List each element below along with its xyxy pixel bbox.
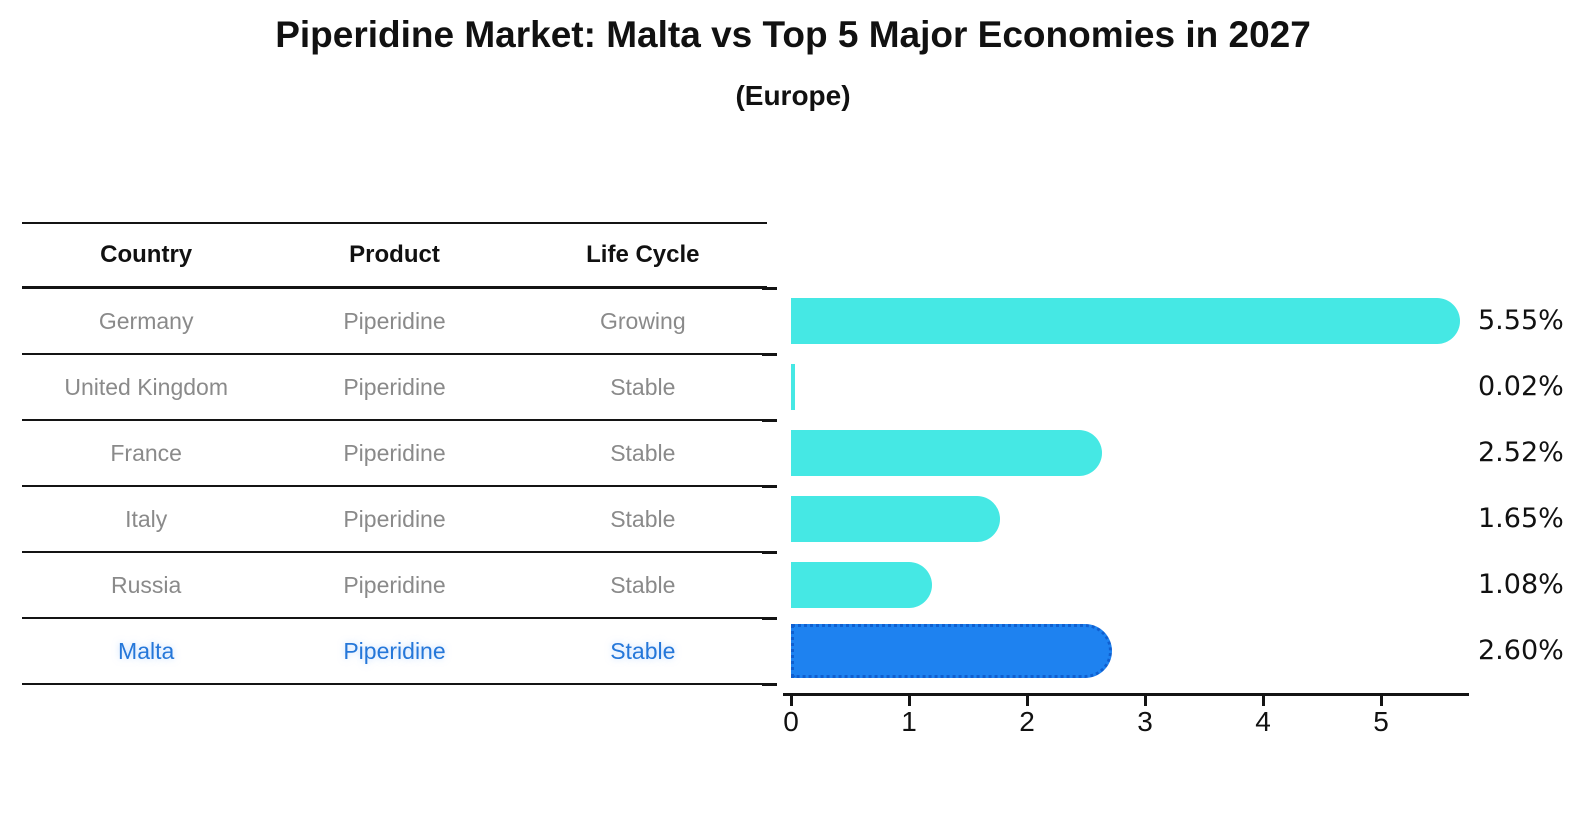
x-tick-2 <box>1026 696 1029 706</box>
table-row-italy: Italy Piperidine Stable <box>22 487 767 553</box>
table-row-russia: Russia Piperidine Stable <box>22 553 767 619</box>
x-tick-label-0: 0 <box>783 706 799 737</box>
x-tick-label-4: 4 <box>1255 706 1271 737</box>
cell-country: Russia <box>111 571 182 598</box>
x-tick-1 <box>908 696 911 706</box>
cell-product: Piperidine <box>343 571 446 598</box>
y-tick <box>762 353 777 356</box>
cell-life-cycle: Stable <box>610 439 676 466</box>
table-header-country: Country <box>100 241 193 268</box>
cell-country: United Kingdom <box>64 373 228 400</box>
value-label-united-kingdom: 0.02% <box>1478 371 1564 402</box>
value-label-italy: 1.65% <box>1478 503 1564 534</box>
cell-product: Piperidine <box>343 637 446 664</box>
bar-malta <box>791 624 1112 678</box>
cell-country: Malta <box>118 637 175 664</box>
value-label-france: 2.52% <box>1478 437 1564 468</box>
y-tick <box>762 683 777 686</box>
y-tick <box>762 551 777 554</box>
x-tick-label-2: 2 <box>1019 706 1035 737</box>
y-tick <box>762 617 777 620</box>
bar-italy <box>791 496 1000 542</box>
cell-country: Italy <box>125 505 168 532</box>
y-tick <box>762 419 777 422</box>
table-row-germany: Germany Piperidine Growing <box>22 289 767 355</box>
x-tick-3 <box>1144 696 1147 706</box>
country-table: Country Product Life Cycle Germany Piper… <box>22 222 767 685</box>
cell-life-cycle: Stable <box>610 571 676 598</box>
table-row-france: France Piperidine Stable <box>22 421 767 487</box>
value-label-russia: 1.08% <box>1478 569 1564 600</box>
value-label-germany: 5.55% <box>1478 305 1564 336</box>
cell-life-cycle: Stable <box>610 373 676 400</box>
cell-product: Piperidine <box>343 505 446 532</box>
x-tick-label-3: 3 <box>1137 706 1153 737</box>
y-tick <box>762 485 777 488</box>
table-header-product: Product <box>349 241 440 268</box>
x-tick-4 <box>1262 696 1265 706</box>
cell-product: Piperidine <box>343 439 446 466</box>
bar-germany <box>791 298 1460 344</box>
x-tick-label-1: 1 <box>901 706 917 737</box>
cell-product: Piperidine <box>343 373 446 400</box>
chart-title: Piperidine Market: Malta vs Top 5 Major … <box>275 14 1311 55</box>
cell-life-cycle: Stable <box>610 505 676 532</box>
x-tick-5 <box>1380 696 1383 706</box>
bar-france <box>791 430 1102 476</box>
cell-life-cycle: Growing <box>599 307 686 334</box>
table-row-united-kingdom: United Kingdom Piperidine Stable <box>22 355 767 421</box>
table-row-malta: Malta Piperidine Stable <box>22 619 767 685</box>
cell-country: France <box>110 439 182 466</box>
x-tick-0 <box>790 696 793 706</box>
cell-country: Germany <box>98 307 194 334</box>
table-header-life-cycle: Life Cycle <box>586 241 700 268</box>
value-label-malta: 2.60% <box>1478 635 1564 666</box>
x-axis-line <box>783 693 1469 696</box>
bar-russia <box>791 562 932 608</box>
cell-product: Piperidine <box>343 307 446 334</box>
x-tick-label-5: 5 <box>1373 706 1389 737</box>
bar-united-kingdom <box>791 364 795 410</box>
cell-life-cycle: Stable <box>610 637 676 664</box>
y-tick <box>762 287 777 290</box>
chart-subtitle: (Europe) <box>735 80 851 111</box>
table-header-row: Country Product Life Cycle <box>22 224 767 289</box>
